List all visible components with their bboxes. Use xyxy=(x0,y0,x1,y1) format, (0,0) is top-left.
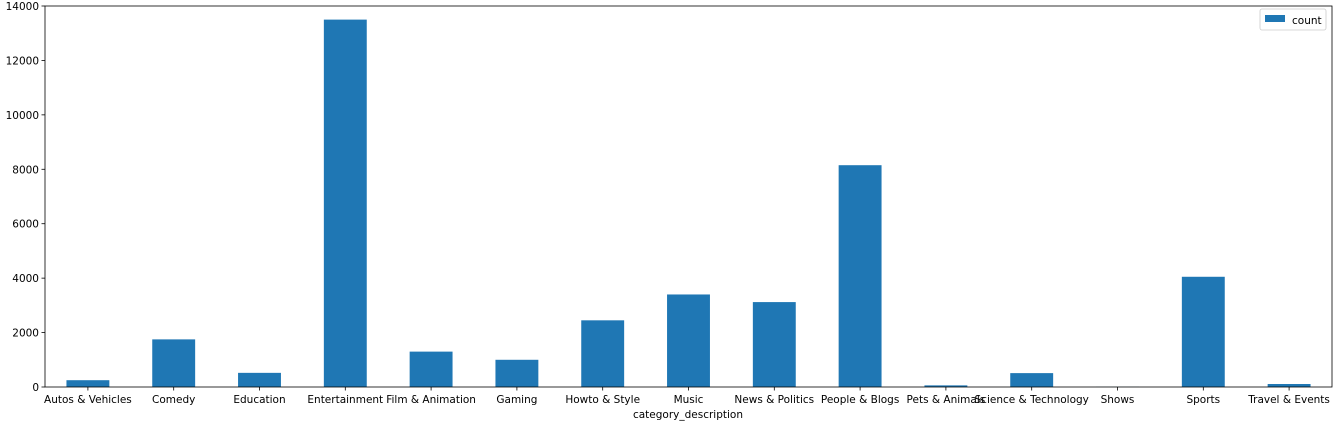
x-tick-label: Science & Technology xyxy=(975,394,1089,406)
x-tick-label: Entertainment xyxy=(307,394,383,406)
bar-travel-events xyxy=(1268,384,1311,387)
x-axis-title: category_description xyxy=(633,409,743,421)
bar-music xyxy=(667,294,710,387)
bar-film-animation xyxy=(410,352,453,387)
x-tick-label: Howto & Style xyxy=(565,394,640,406)
x-tick-label: Comedy xyxy=(152,394,195,406)
y-tick-label: 10000 xyxy=(6,110,39,122)
legend-label-count: count xyxy=(1292,15,1322,27)
bar-sports xyxy=(1182,277,1225,387)
x-tick-label: Gaming xyxy=(496,394,537,406)
x-tick-label: Pets & Animals xyxy=(907,394,986,406)
bars-group xyxy=(66,20,1310,387)
y-axis: 0 2000 4000 6000 8000 10000 12000 14000 xyxy=(6,1,45,394)
x-tick-label: Music xyxy=(674,394,704,406)
y-tick-label: 8000 xyxy=(12,164,39,176)
bar-autos-vehicles xyxy=(66,380,109,387)
bar-people-blogs xyxy=(839,165,882,387)
y-tick-label: 12000 xyxy=(6,55,39,67)
bar-gaming xyxy=(495,360,538,387)
bar-howto-style xyxy=(581,320,624,387)
x-tick-label: Education xyxy=(233,394,285,406)
legend: count xyxy=(1260,9,1326,30)
x-tick-label: Sports xyxy=(1186,394,1220,406)
x-tick-label: Shows xyxy=(1101,394,1135,406)
x-tick-label: Autos & Vehicles xyxy=(44,394,132,406)
y-tick-label: 2000 xyxy=(12,328,39,340)
bar-education xyxy=(238,373,281,387)
x-tick-label: News & Politics xyxy=(734,394,814,406)
x-tick-label: Film & Animation xyxy=(386,394,476,406)
y-tick-label: 0 xyxy=(32,382,39,394)
y-tick-label: 14000 xyxy=(6,1,39,13)
x-tick-label: People & Blogs xyxy=(821,394,899,406)
bar-science-technology xyxy=(1010,373,1053,387)
x-axis: Autos & Vehicles Comedy Education Entertain… xyxy=(44,387,1330,406)
y-tick-label: 4000 xyxy=(12,273,39,285)
bar-news-politics xyxy=(753,302,796,387)
legend-swatch-count xyxy=(1265,15,1285,22)
y-tick-label: 6000 xyxy=(12,219,39,231)
x-tick-label: Travel & Events xyxy=(1247,394,1330,406)
bar-entertainment xyxy=(324,20,367,387)
bar-comedy xyxy=(152,339,195,387)
